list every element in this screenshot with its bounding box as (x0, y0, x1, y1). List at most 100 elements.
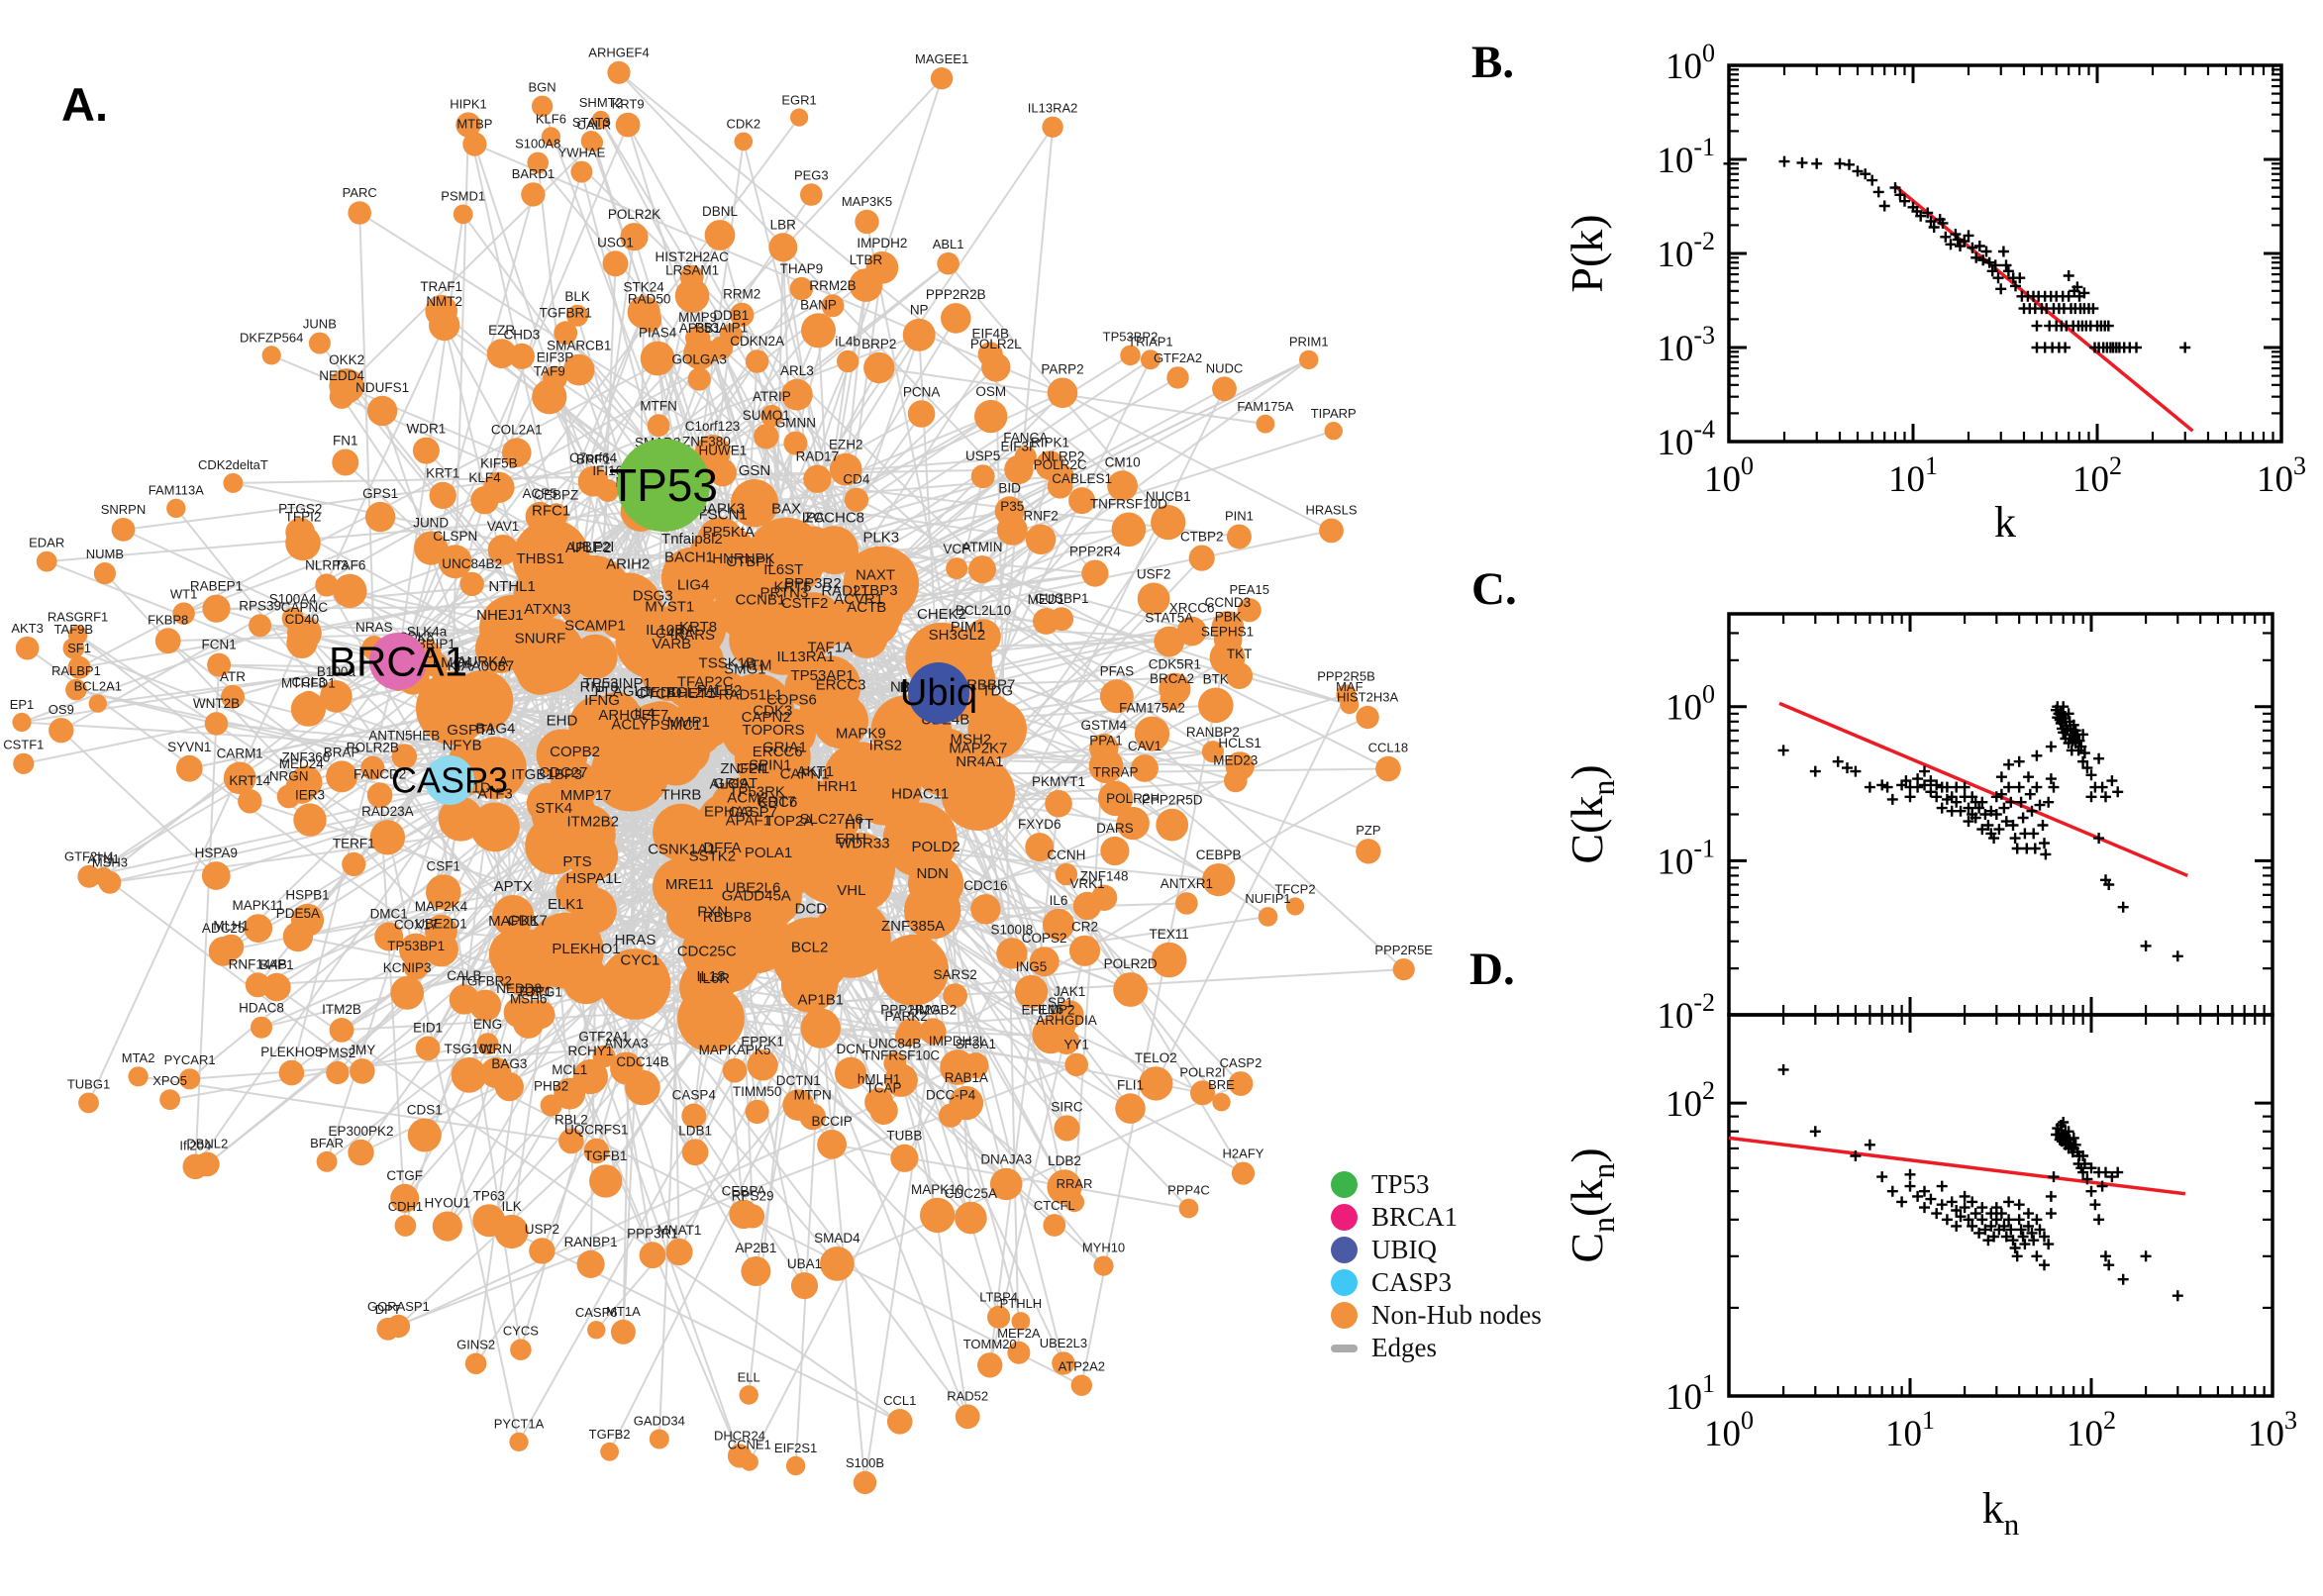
gene-label: PIM1 (951, 619, 985, 636)
gene-label: WDR33 (838, 836, 890, 852)
gene-label: UQCRFS1 (564, 1123, 629, 1138)
gene-label: GSPT1 (447, 722, 495, 739)
gene-label: MAPKAPK5 (699, 1043, 771, 1057)
gene-label: PEG3 (794, 167, 829, 182)
scatter-points (1777, 1063, 2183, 1302)
casp3-node-icon (1331, 1269, 1358, 1296)
legend-item-tp53: TP53 (1331, 1168, 1542, 1201)
gene-label: DSG3 (633, 587, 673, 604)
gene-label: CSTF1 (3, 738, 44, 752)
gene-label: ZNF385A (881, 918, 945, 935)
gene-label: RCHY1 (568, 1044, 614, 1058)
gene-label: USO1 (597, 235, 634, 249)
gene-label: FN1 (333, 434, 358, 449)
gene-label: SEPHS1 (1201, 624, 1254, 639)
gene-label: GTF2A1 (578, 1030, 629, 1045)
gene-label: LMO4 (433, 654, 473, 671)
gene-label: MED23 (1213, 753, 1258, 768)
gene-label: KIF5B (480, 456, 518, 471)
gene-label: EIF3F (1001, 440, 1038, 454)
gene-label: MTFN (640, 398, 677, 413)
gene-label: PTS (562, 853, 591, 870)
gene-label: MMP9 (678, 310, 717, 325)
gene-label: RASGRF1 (48, 610, 108, 625)
gene-label: SP1 (1048, 995, 1073, 1010)
gene-label: VARB (652, 636, 691, 652)
gene-label: ELL (738, 1369, 760, 1384)
fit-line (1728, 1136, 2186, 1196)
gene-label: DCD (795, 901, 828, 918)
y-axis-label: Cn(kn) (1562, 1147, 1621, 1262)
gene-label: TP53INP1 (583, 675, 652, 692)
gene-label: ACLY (611, 716, 649, 733)
gene-label: C4R (656, 625, 685, 642)
gene-label: OSM (975, 384, 1006, 399)
gene-label: RANBP2 (1186, 725, 1240, 740)
gene-label: PARK2 (884, 1009, 927, 1024)
gene-label: CDC6 (757, 794, 797, 811)
gene-label: ZNF360 (282, 749, 331, 764)
gene-label: EP300PK2 (328, 1124, 393, 1139)
gene-label: H2AFY (1223, 1147, 1264, 1161)
gene-label: HSPA1L (565, 870, 621, 887)
gene-label: TGFB1 (584, 1148, 628, 1163)
legend-item-brca1: BRCA1 (1331, 1201, 1542, 1234)
gene-label: RNF144B (229, 956, 287, 971)
scatter-points (1723, 155, 2191, 353)
gene-label: ABL1 (933, 237, 964, 251)
gene-label: MAF (1336, 679, 1364, 694)
gene-label: WT1 (170, 586, 197, 601)
gene-label: RAD17 (796, 449, 840, 464)
gene-label: LTBR (850, 252, 883, 267)
brca1-node-icon (1331, 1204, 1358, 1231)
gene-label: HRH1 (817, 778, 858, 795)
gene-label: TP53BP1 (387, 939, 445, 953)
gene-label: IL10RA (646, 622, 695, 639)
gene-label: AKT1 (797, 763, 835, 780)
gene-label: NHEJ1 (476, 607, 524, 624)
gene-label: SMARCB1 (547, 339, 611, 353)
gene-label: RBL2 (555, 1113, 588, 1128)
gene-label: CDC14B (616, 1054, 668, 1069)
gene-label: ALG9 (710, 775, 748, 792)
gene-label: RALBP1 (51, 663, 101, 678)
gene-label: CTBP1 (726, 553, 773, 570)
gene-label: PLEKHO5 (260, 1045, 322, 1059)
gene-label: BAG3 (491, 1056, 527, 1071)
tick-label: 101 (1888, 451, 1938, 500)
gene-label: POLR2D (1104, 956, 1158, 971)
gene-label: TFAP2C (677, 673, 734, 690)
gene-label: MED24 (279, 756, 325, 771)
gene-label: ZNF380 (682, 434, 731, 449)
gene-label: EIF2S1 (774, 1441, 817, 1455)
gene-label: YWHAE (558, 146, 606, 160)
gene-label: ARHGDIA (1036, 1013, 1097, 1028)
gene-label: TOP2A (764, 813, 813, 830)
gene-label: EDAR (29, 536, 64, 550)
gene-label: TCAP (865, 1080, 901, 1095)
gene-label: TSSK1B (699, 654, 757, 671)
gene-label: HRASLS (1305, 503, 1357, 518)
gene-label: WDR1 (407, 422, 447, 437)
gene-label: SMAD4 (814, 1231, 860, 1246)
gene-label: STAT5A (1145, 611, 1193, 626)
gene-label: EIF3P (537, 350, 574, 365)
gene-label: MTBP (456, 117, 492, 132)
gene-label: BCL2L1 (666, 684, 720, 701)
gene-label: BRIP1 (417, 637, 455, 651)
gene-label: CCNB1 (735, 592, 785, 609)
gene-label: ACP5 (523, 486, 557, 501)
gene-label: Ifi204 (179, 1139, 211, 1153)
gene-label: XRCC6 (1169, 601, 1215, 616)
gene-label: DHCR24 (714, 1428, 765, 1443)
gene-label: PTHLH (1000, 1296, 1043, 1311)
gene-label: ACM2 (727, 790, 768, 807)
gene-label: SARS2 (933, 967, 976, 982)
gene-label: B100a (317, 664, 356, 679)
gene-label: RFC1 (532, 503, 570, 520)
gene-label: C7orf64 (569, 450, 618, 465)
gene-label: GSTM4 (1081, 718, 1128, 733)
gene-label: PFAS (1100, 663, 1135, 678)
gene-label: CDC27 (539, 764, 587, 781)
gene-label: HIST2H2AC (656, 249, 730, 264)
